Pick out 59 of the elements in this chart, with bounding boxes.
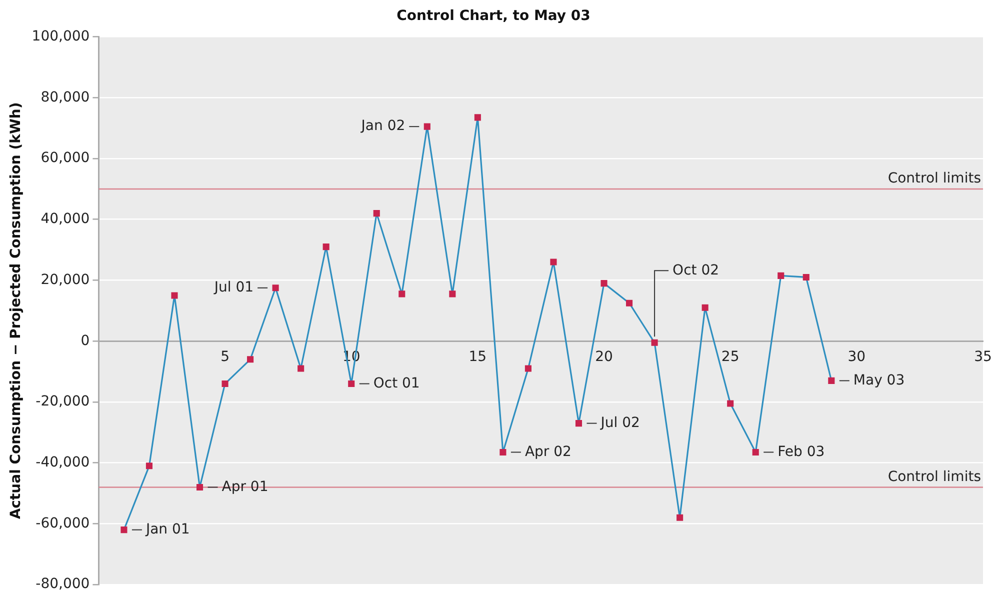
point [348,380,355,388]
point [550,258,557,266]
point [600,280,608,287]
point [752,448,759,456]
y-tick-label: 20,000 [40,272,90,288]
annotation: Oct 02 [672,262,720,278]
point [651,339,658,346]
x-tick-label: 5 [220,349,230,366]
y-tick-label: -20,000 [36,394,90,410]
x-tick-label: 15 [468,349,487,366]
point [196,484,204,490]
y-tick-label: 0 [80,332,90,349]
point [449,290,456,298]
x-tick-label: 30 [848,349,866,366]
annotation: Apr 02 [524,444,572,460]
point [146,462,152,470]
annotation: Jul 01 [213,280,254,296]
point [247,356,254,363]
ref-line-label: Control limits [888,468,981,485]
point [398,290,406,298]
y-tick-label: 100,000 [32,28,90,44]
y-tick-label: 40,000 [40,211,90,228]
point [500,448,506,456]
point [222,380,228,388]
point [626,300,633,306]
y-tick-label: -60,000 [36,515,90,532]
annotation: Jul 02 [600,414,640,431]
point [120,526,128,534]
annotation: May 03 [853,372,905,388]
point [727,400,734,407]
point [702,304,708,311]
annotation: Jan 01 [144,521,190,538]
annotation: Jan 02 [360,118,406,134]
y-axis-title: Actual Consumption − Projected Consumption (kWh) [8,102,24,520]
x-tick-label: 35 [974,349,992,366]
point [676,514,684,521]
chart-title: Control Chart, to May 03 [396,8,590,24]
point [272,284,279,292]
point [424,123,430,130]
annotation: Apr 01 [222,478,268,495]
point [828,377,835,384]
point [524,365,532,372]
y-tick-label: 80,000 [40,89,90,106]
y-tick-label: 60,000 [40,150,90,166]
point [802,274,810,280]
annotation: Oct 01 [373,375,420,392]
y-tick-label: -80,000 [36,576,90,592]
ref-line-label: Control limits [888,170,981,187]
annotation: Feb 03 [778,444,825,460]
point [171,292,178,299]
x-tick-label: 25 [721,349,740,366]
point [474,114,481,121]
point [575,420,582,427]
y-tick-label: -40,000 [36,454,90,471]
point [373,210,380,217]
point [298,365,304,372]
point [322,244,330,250]
point [778,272,784,279]
x-tick-label: 20 [595,349,613,366]
